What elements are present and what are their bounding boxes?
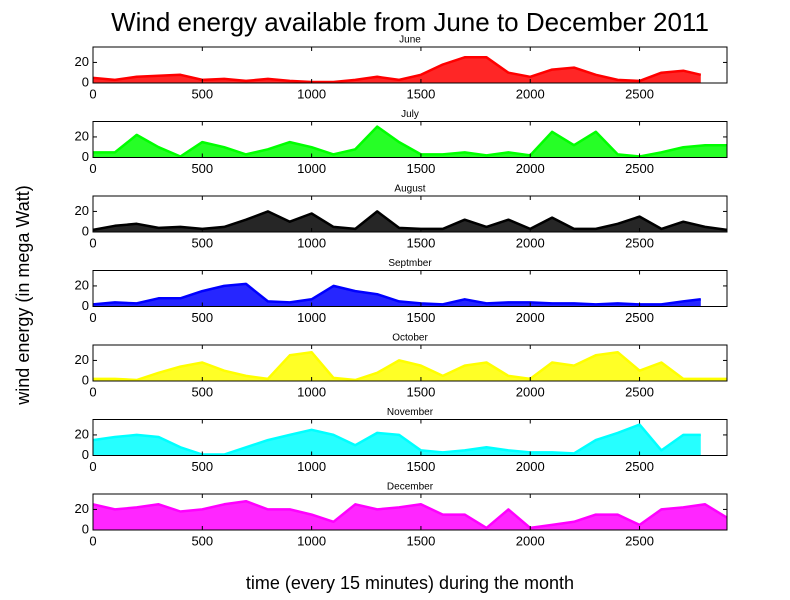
x-tick-label: 1500: [406, 310, 435, 325]
y-tick-label: 20: [75, 203, 89, 218]
line: [92, 282, 701, 306]
x-tick-label: 0: [89, 533, 96, 548]
x-tick-label: 1500: [406, 384, 435, 399]
line: [93, 350, 727, 382]
x-tick-label: 2500: [625, 310, 654, 325]
x-tick-label: 2500: [625, 235, 654, 250]
line: [92, 56, 702, 84]
x-tick-label: 1000: [297, 235, 326, 250]
x-tick-label: 500: [191, 459, 213, 474]
x-tick-label: 2000: [516, 310, 545, 325]
x-tick-label: 2500: [625, 384, 654, 399]
area: [93, 283, 701, 307]
x-tick-label: 1000: [297, 86, 326, 101]
y-tick-label: 20: [75, 277, 89, 292]
x-tick-label: 2000: [516, 384, 545, 399]
x-tick-label: 1000: [297, 459, 326, 474]
line: [93, 125, 727, 158]
line: [92, 423, 701, 456]
y-tick-label: 0: [82, 521, 89, 536]
subplot-title: November: [387, 407, 434, 418]
y-tick-label: 20: [75, 128, 89, 143]
x-tick-label: 1500: [406, 86, 435, 101]
axes-frame: [92, 46, 728, 84]
x-tick-label: 0: [89, 161, 96, 176]
axes-frame: [92, 195, 728, 233]
subplot-title: August: [394, 184, 425, 195]
line: [92, 499, 728, 530]
x-tick-label: 1500: [406, 459, 435, 474]
x-tick-label: 1000: [297, 161, 326, 176]
y-axis-label: wind energy (in mega Watt): [13, 185, 33, 405]
axes-frame: [92, 121, 728, 158]
x-tick-label: 1000: [297, 310, 326, 325]
area: [93, 126, 727, 158]
y-tick-label: 0: [82, 223, 89, 238]
y-tick-label: 0: [82, 149, 89, 164]
x-tick-label: 0: [89, 86, 96, 101]
area: [93, 57, 701, 83]
x-tick-label: 0: [89, 235, 96, 250]
x-tick-label: 1500: [406, 161, 435, 176]
y-tick-label: 0: [82, 74, 89, 89]
x-tick-label: 1500: [406, 235, 435, 250]
y-tick-label: 20: [75, 501, 89, 516]
x-tick-label: 500: [191, 384, 213, 399]
subplot-title: Septmber: [388, 258, 432, 269]
x-tick-label: 1500: [406, 533, 435, 548]
y-tick-label: 20: [75, 426, 89, 441]
x-tick-label: 500: [191, 310, 213, 325]
x-tick-label: 2000: [516, 459, 545, 474]
y-tick-label: 20: [75, 54, 89, 69]
x-tick-label: 2500: [625, 533, 654, 548]
x-tick-label: 0: [89, 459, 96, 474]
axes-frame: [92, 419, 728, 456]
x-tick-label: 2500: [625, 86, 654, 101]
y-tick-label: 0: [82, 298, 89, 313]
axes-frame: [92, 493, 728, 531]
x-tick-label: 500: [191, 86, 213, 101]
axes-frame: [92, 344, 728, 382]
x-tick-label: 1000: [297, 384, 326, 399]
y-tick-label: 0: [82, 447, 89, 462]
x-tick-label: 500: [191, 533, 213, 548]
line: [92, 210, 728, 232]
area: [93, 352, 727, 381]
subplot-title: July: [401, 109, 419, 120]
area: [93, 424, 701, 456]
x-tick-label: 500: [191, 235, 213, 250]
x-tick-label: 500: [191, 161, 213, 176]
x-tick-label: 2500: [625, 459, 654, 474]
x-tick-label: 2000: [516, 161, 545, 176]
x-tick-label: 1000: [297, 533, 326, 548]
x-tick-label: 2000: [516, 86, 545, 101]
x-tick-label: 2500: [625, 161, 654, 176]
x-tick-label: 2000: [516, 533, 545, 548]
x-tick-label: 0: [89, 384, 96, 399]
subplot-title: June: [399, 35, 421, 46]
x-tick-label: 2000: [516, 235, 545, 250]
y-tick-label: 0: [82, 372, 89, 387]
axes-frame: [92, 270, 728, 307]
x-tick-label: 0: [89, 310, 96, 325]
subplot-title: December: [387, 482, 434, 493]
chart-title: Wind energy available from June to Decem…: [111, 7, 709, 37]
subplot-title: October: [392, 333, 428, 344]
y-tick-label: 20: [75, 352, 89, 367]
x-axis-label: time (every 15 minutes) during the month: [246, 573, 574, 593]
